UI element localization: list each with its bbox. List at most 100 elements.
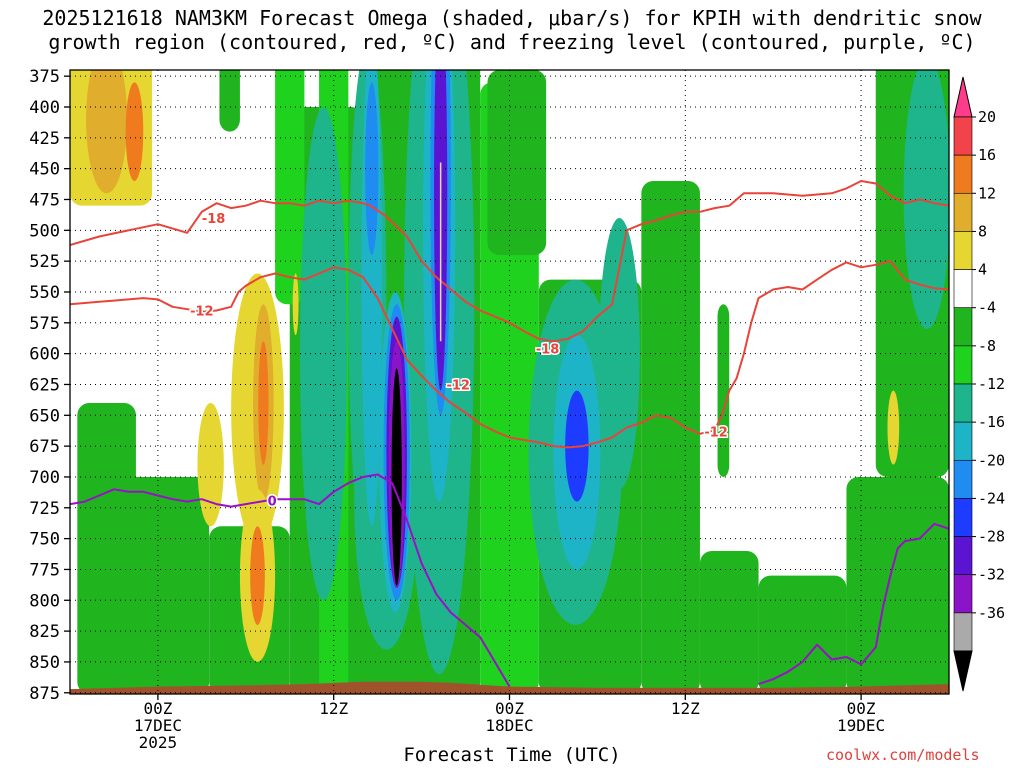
y-tick-label: 500 (29, 221, 60, 241)
x-tick-label: 00Z (495, 699, 524, 718)
colorbar-label: -32 (978, 566, 1005, 584)
omega-region (717, 304, 730, 477)
contour-label: -18 (536, 343, 560, 358)
colorbar-segment (953, 536, 973, 576)
colorbar-label: 4 (978, 261, 987, 279)
y-tick-label: 775 (29, 560, 60, 580)
omega-region (125, 82, 144, 181)
y-tick-label: 475 (29, 190, 60, 210)
y-tick-label: 700 (29, 468, 60, 488)
colorbar-label: 20 (978, 108, 996, 126)
y-tick-label: 375 (29, 67, 60, 87)
omega-region (77, 402, 136, 694)
colorbar-segment (953, 192, 973, 232)
y-tick-label: 875 (29, 684, 60, 704)
y-axis: 375 400 425 450 475 500 525 550 575 600 625 650 675 7… (29, 67, 70, 704)
colorbar-arrow-bottom (953, 650, 973, 692)
colorbar-segment (953, 612, 973, 652)
x-tick-label: 12Z (671, 699, 700, 718)
contour-line (70, 473, 511, 688)
colorbar-segment (953, 154, 973, 194)
omega-region (258, 341, 269, 465)
omega-region (391, 368, 402, 586)
contour-label: -18 (202, 212, 226, 227)
y-tick-label: 675 (29, 437, 60, 457)
x-axis-label: Forecast Time (UTC) (403, 744, 621, 766)
x-tick-label: 17DEC (134, 716, 182, 735)
x-tick-label: 18DEC (485, 716, 533, 735)
terrain-path (70, 681, 949, 694)
omega-shading (70, 70, 949, 694)
x-tick-label: 00Z (143, 699, 172, 718)
colorbar-arrow-top (953, 76, 973, 118)
chart-title-line-2: growth region (contoured, red, ºC) and f… (48, 30, 976, 54)
colorbar-label: -36 (978, 604, 1005, 622)
x-tick-label: 19DEC (837, 716, 885, 735)
colorbar-segment (953, 421, 973, 461)
colorbar-label: -4 (978, 299, 996, 317)
chart-title: 2025121618 NAM3KM Forecast Omega (shaded… (0, 6, 1024, 54)
omega-region (275, 70, 305, 305)
omega-region (219, 70, 240, 132)
colorbar-label: -28 (978, 528, 1005, 546)
contour-label: -12 (190, 304, 214, 319)
colorbar-segment (953, 231, 973, 270)
y-tick-label: 550 (29, 283, 60, 303)
y-tick-label: 800 (29, 591, 60, 611)
colorbar-label: -12 (978, 375, 1005, 393)
colorbar-segment (953, 345, 973, 385)
colorbar-label: -24 (978, 489, 1005, 507)
colorbar-label: -20 (978, 451, 1005, 469)
colorbar-label: -8 (978, 337, 996, 355)
y-tick-label: 425 (29, 129, 60, 149)
colorbar-segment (953, 574, 973, 614)
colorbar-label: 12 (978, 184, 996, 202)
y-tick-label: 650 (29, 406, 60, 426)
colorbar-segment (953, 459, 973, 499)
omega-region (641, 180, 700, 694)
y-tick-label: 400 (29, 98, 60, 118)
contour-lines (70, 162, 949, 688)
y-tick-label: 725 (29, 499, 60, 519)
colorbar-segment (953, 498, 973, 537)
omega-region (197, 402, 224, 527)
y-tick-label: 575 (29, 314, 60, 334)
omega-region (903, 70, 949, 329)
colorbar-label: 16 (978, 146, 996, 164)
omega-region (300, 106, 347, 601)
contour-label: -12 (446, 378, 470, 393)
credit-text: coolwx.com/models (826, 746, 980, 764)
y-tick-label: 625 (29, 375, 60, 395)
x-tick-label: 00Z (847, 699, 876, 718)
y-tick-label: 850 (29, 653, 60, 673)
x-tick-label: 12Z (319, 699, 348, 718)
colorbar-segment (953, 116, 973, 156)
omega-region (846, 476, 949, 694)
omega-region (86, 70, 128, 194)
terrain-fill (70, 681, 949, 694)
grid-lines (70, 70, 949, 694)
y-tick-label: 525 (29, 252, 60, 272)
omega-region (365, 82, 379, 255)
chart-title-line-1: 2025121618 NAM3KM Forecast Omega (shaded… (42, 6, 982, 30)
contour-line (70, 180, 949, 343)
colorbar-label: 8 (978, 222, 987, 240)
omega-region (121, 476, 210, 694)
y-tick-label: 450 (29, 160, 60, 180)
contour-label: 0 (268, 494, 277, 509)
x-tick-label: 2025 (139, 733, 178, 752)
contour-line (758, 522, 949, 686)
y-tick-label: 825 (29, 622, 60, 642)
omega-region (250, 526, 265, 625)
y-tick-label: 750 (29, 530, 60, 550)
colorbar-segment (953, 269, 973, 309)
omega-region (699, 550, 759, 694)
colorbar-segment (953, 383, 973, 423)
y-tick-label: 600 (29, 345, 60, 365)
omega-region (292, 273, 299, 336)
omega-region (758, 575, 847, 694)
omega-region (887, 390, 900, 465)
colorbar: 20 16 12 8 4 -4 -8 -12 -16 -20 -24 -28 -32 -36 (953, 76, 1005, 692)
